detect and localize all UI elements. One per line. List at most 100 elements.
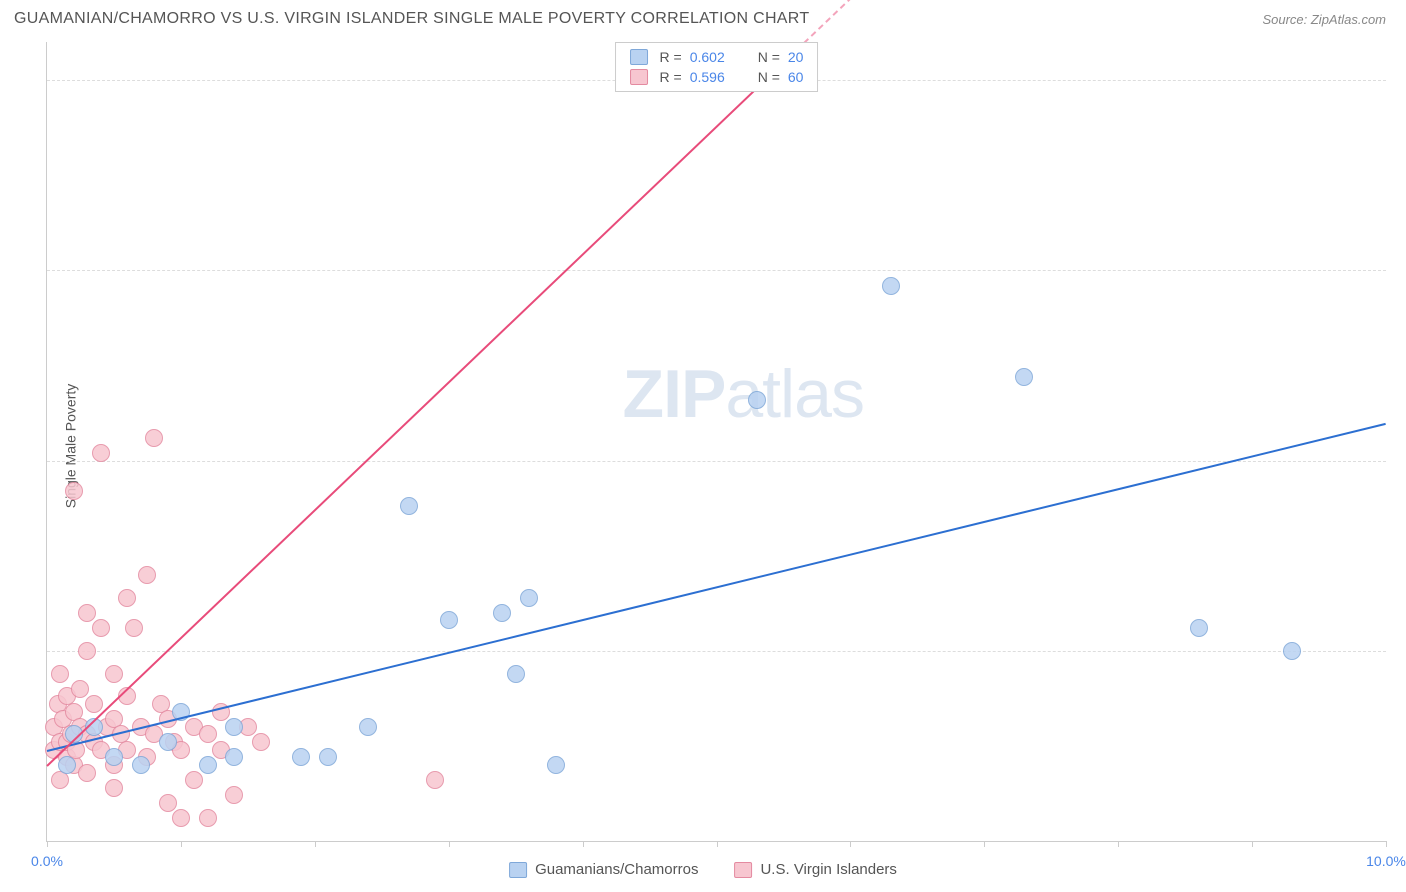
data-point [51,771,69,789]
xtick [1386,841,1387,847]
data-point [65,756,83,774]
data-point [199,756,217,774]
xtick-label: 0.0% [31,853,63,869]
swatch-icon [734,862,752,878]
xtick [1252,841,1253,847]
data-point [125,619,143,637]
n-value-1: 60 [788,69,804,85]
data-point [159,794,177,812]
ytick-label: 75.0% [1394,262,1406,278]
data-point [105,665,123,683]
xtick [717,841,718,847]
data-point [520,589,538,607]
data-point [493,604,511,622]
legend-item-0: Guamanians/Chamorros [509,861,698,878]
swatch-series-0 [630,49,648,65]
data-point [359,718,377,736]
data-point [440,611,458,629]
data-point [225,718,243,736]
gridline [47,651,1386,652]
n-label: N = [758,69,780,85]
data-point [45,718,63,736]
xtick [583,841,584,847]
data-point [65,703,83,721]
ytick-label: 100.0% [1394,72,1406,88]
xtick [850,841,851,847]
data-point [748,391,766,409]
data-point [58,756,76,774]
ytick-label: 25.0% [1394,643,1406,659]
data-point [118,589,136,607]
data-point [225,786,243,804]
chart-area: ZIPatlas R = 0.602 N = 20 R = 0.596 N = … [46,42,1386,842]
data-point [1190,619,1208,637]
data-point [92,619,110,637]
data-point [118,741,136,759]
r-label: R = [660,49,682,65]
data-point [51,665,69,683]
data-point [212,741,230,759]
xtick [315,841,316,847]
data-point [138,748,156,766]
n-value-0: 20 [788,49,804,65]
trend-line [47,422,1386,751]
data-point [199,809,217,827]
data-point [547,756,565,774]
data-point [507,665,525,683]
data-point [145,429,163,447]
data-point [92,741,110,759]
gridline [47,461,1386,462]
data-point [105,748,123,766]
data-point [105,710,123,728]
xtick-label: 10.0% [1366,853,1406,869]
data-point [85,695,103,713]
data-point [165,733,183,751]
legend-item-1: U.S. Virgin Islanders [734,861,896,878]
data-point [58,687,76,705]
data-point [65,482,83,500]
data-point [882,277,900,295]
data-point [78,604,96,622]
watermark: ZIPatlas [623,355,864,433]
data-point [105,779,123,797]
legend-stats: R = 0.602 N = 20 R = 0.596 N = 60 [615,42,819,92]
data-point [185,718,203,736]
swatch-series-1 [630,69,648,85]
legend-stats-row: R = 0.596 N = 60 [630,67,804,87]
data-point [225,748,243,766]
data-point [138,566,156,584]
n-label: N = [758,49,780,65]
r-value-1: 0.596 [690,69,738,85]
data-point [292,748,310,766]
xtick [181,841,182,847]
data-point [49,695,67,713]
data-point [71,680,89,698]
data-point [152,695,170,713]
data-point [78,764,96,782]
data-point [199,725,217,743]
xtick [984,841,985,847]
legend-bottom: Guamanians/Chamorros U.S. Virgin Islande… [509,861,897,878]
legend-label-0: Guamanians/Chamorros [535,861,698,878]
data-point [1015,368,1033,386]
legend-stats-row: R = 0.602 N = 20 [630,47,804,67]
source-label: Source: ZipAtlas.com [1262,12,1386,27]
ytick-label: 50.0% [1394,453,1406,469]
data-point [172,741,190,759]
data-point [132,756,150,774]
data-point [159,733,177,751]
xtick [449,841,450,847]
data-point [426,771,444,789]
r-label: R = [660,69,682,85]
swatch-icon [509,862,527,878]
plot-region: ZIPatlas R = 0.602 N = 20 R = 0.596 N = … [46,42,1386,842]
legend-label-1: U.S. Virgin Islanders [760,861,896,878]
data-point [319,748,337,766]
data-point [172,809,190,827]
data-point [400,497,418,515]
gridline [47,270,1386,271]
data-point [92,444,110,462]
xtick [1118,841,1119,847]
data-point [54,710,72,728]
r-value-0: 0.602 [690,49,738,65]
